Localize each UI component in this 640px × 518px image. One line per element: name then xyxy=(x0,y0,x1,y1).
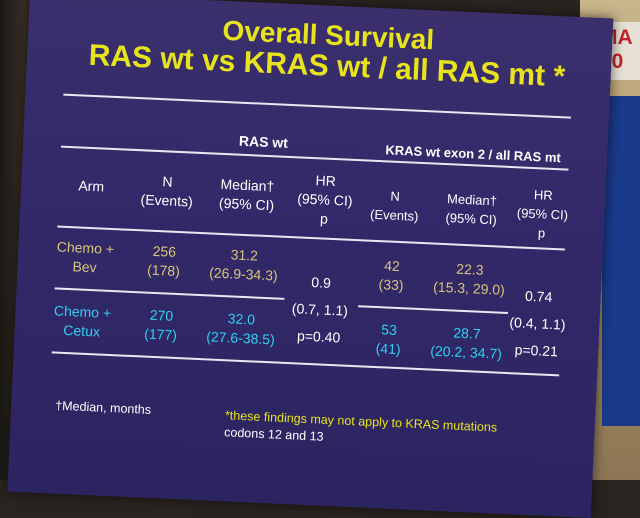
row-cetux-right-events: (41) xyxy=(375,340,401,358)
row-bev-arm-line2: Bev xyxy=(72,258,98,276)
hr-left: 0.9 (0.7, 1.1) p=0.40 xyxy=(280,268,360,352)
footnote-kras: *these findings may not apply to KRAS mu… xyxy=(224,407,555,456)
header-arm: Arm xyxy=(78,177,105,195)
row-rule-right xyxy=(358,305,508,315)
row-cetux-arm-line2: Cetux xyxy=(63,321,101,340)
hr-left-ci: (0.7, 1.1) xyxy=(291,300,349,319)
row-bev-right-median: 22.3 (15.3, 29.0) xyxy=(423,258,517,300)
presentation-slide: Overall Survival RAS wt vs KRAS wt / all… xyxy=(7,0,614,518)
header-hr-left-line3: p xyxy=(319,210,329,227)
header-n-right: N (Events) xyxy=(356,185,434,226)
row-cetux-right-n: 53 (41) xyxy=(350,319,428,360)
header-median-left: Median† (95% CI) xyxy=(196,174,298,216)
row-bev-right-n: 42 (33) xyxy=(353,255,431,296)
hr-left-p: p=0.40 xyxy=(296,327,341,346)
row-bev-right-events: (33) xyxy=(378,276,404,294)
row-cetux-left-events: (177) xyxy=(143,325,178,344)
row-rule-left xyxy=(54,287,285,300)
header-median-right: Median† (95% CI) xyxy=(426,188,518,230)
header-hr-right: HR (95% CI) p xyxy=(509,184,576,244)
hr-right: 0.74 (0.4, 1.1) p=0.21 xyxy=(504,282,572,366)
row-bev-left-median: 31.2 (26.9-34.3) xyxy=(193,244,295,286)
row-cetux-left-median: 32.0 (27.6-38.5) xyxy=(190,308,292,350)
header-hr-left: HR (95% CI) p xyxy=(286,170,365,230)
header-median-right-line2: (95% CI) xyxy=(445,210,498,228)
row-cetux-right-ci: (20.2, 34.7) xyxy=(429,342,503,362)
row-bev-right-ci: (15.3, 29.0) xyxy=(432,278,506,298)
row-cetux-right-median: 28.7 (20.2, 34.7) xyxy=(420,322,514,364)
header-hr-right-line3: p xyxy=(537,225,546,241)
row-bev-left-ci: (26.9-34.3) xyxy=(208,264,278,284)
row-cetux-left-ci: (27.6-38.5) xyxy=(205,328,276,348)
row-cetux-arm: Chemo + Cetux xyxy=(38,301,126,343)
header-hr-right-line2: (95% CI) xyxy=(516,205,569,223)
footnote-median: †Median, months xyxy=(54,398,152,417)
header-median-left-line2: (95% CI) xyxy=(218,194,275,214)
row-bev-arm: Chemo + Bev xyxy=(41,237,129,279)
title-rule xyxy=(63,93,571,119)
hr-right-p: p=0.21 xyxy=(514,341,559,360)
row-bev-left-events: (178) xyxy=(146,261,181,280)
header-n-left-line2: (Events) xyxy=(140,191,194,210)
hr-right-ci: (0.4, 1.1) xyxy=(509,314,566,333)
hr-left-value: 0.9 xyxy=(311,274,332,291)
hr-right-value: 0.74 xyxy=(524,287,553,306)
blue-panel xyxy=(602,96,640,426)
header-hr-left-line2: (95% CI) xyxy=(296,190,353,209)
header-n-right-line2: (Events) xyxy=(369,206,419,224)
